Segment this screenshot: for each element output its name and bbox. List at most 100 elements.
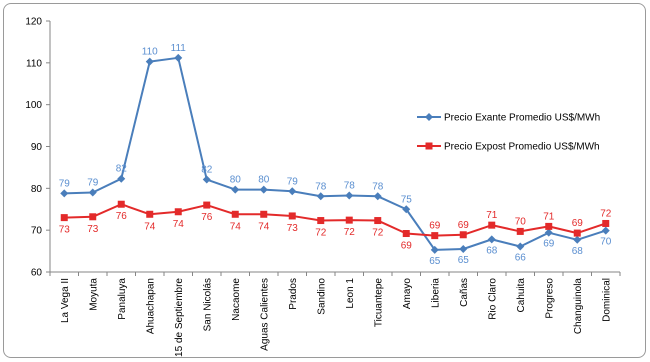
x-tick-label: Prados: [288, 278, 299, 310]
expost-data-point: [89, 213, 97, 221]
expost-data-label: 69: [572, 218, 584, 229]
expost-data-label: 74: [258, 221, 270, 232]
expost-data-label: 69: [458, 220, 470, 231]
expost-data-point: [516, 227, 524, 235]
y-tick-label: 80: [31, 184, 43, 195]
x-tick-label: Progreso: [544, 278, 555, 319]
exante-data-point: [430, 245, 439, 254]
expost-data-point: [317, 217, 325, 225]
expost-data-label: 72: [344, 227, 356, 238]
exante-data-label: 78: [315, 181, 327, 192]
expost-data-point: [60, 214, 68, 222]
expost-data-point: [146, 210, 154, 218]
expost-data-point: [260, 210, 268, 218]
legend-exante: Precio Exante Promedio US$/MWh: [417, 113, 600, 124]
x-tick-label: Nacaome: [231, 278, 242, 321]
exante-data-point: [487, 235, 496, 244]
expost-data-label: 74: [144, 221, 156, 232]
exante-data-label: 66: [515, 252, 527, 263]
expost-data-point: [203, 201, 211, 209]
expost-data-point: [117, 200, 125, 208]
expost-data-point: [231, 210, 239, 218]
legend-label: Precio Exante Promedio US$/MWh: [444, 113, 600, 124]
expost-data-label: 72: [372, 228, 384, 239]
expost-data-point: [174, 208, 182, 216]
x-tick-label: Leon 1: [345, 278, 356, 309]
exante-data-label: 70: [600, 237, 612, 248]
exante-data-point: [402, 205, 411, 214]
expost-data-point: [345, 216, 353, 224]
exante-data-point: [316, 192, 325, 201]
exante-data-point: [288, 187, 297, 196]
legend: Precio Exante Promedio US$/MWh Precio Exp…: [417, 113, 600, 153]
exante-data-label: 75: [401, 194, 413, 205]
x-tick-label: Changuinola: [573, 278, 584, 335]
exante-data-label: 82: [116, 164, 128, 175]
expost-data-point: [602, 219, 610, 227]
exante-data-label: 68: [486, 245, 498, 256]
data-labels-layer: 79 73 79 73 82 76 110 74 111 74 82 76 80 74 80 74 79 73 78…: [59, 43, 612, 267]
x-tick-label: Cahuita: [516, 278, 527, 313]
exante-data-label: 79: [87, 178, 99, 189]
expost-data-point: [545, 222, 553, 230]
y-tick-label: 60: [31, 268, 43, 279]
expost-data-point: [288, 212, 296, 220]
expost-data-label: 73: [87, 224, 99, 235]
legend-marker: [425, 113, 433, 121]
exante-data-point: [174, 53, 183, 62]
x-tick-label: Sandino: [316, 278, 327, 315]
exante-data-point: [345, 191, 354, 200]
x-tick-label: Panaluya: [117, 278, 128, 320]
expost-data-label: 71: [543, 211, 555, 222]
x-tick-label: San Nicolás: [202, 278, 213, 331]
expost-data-label: 74: [173, 219, 185, 230]
expost-data-label: 74: [230, 221, 242, 232]
exante-data-label: 79: [59, 178, 71, 189]
expost-data-point: [431, 232, 439, 240]
y-tick-label: 90: [31, 142, 43, 153]
exante-data-label: 80: [230, 175, 242, 186]
x-tick-label: Amayo: [402, 278, 413, 310]
series-layer: [60, 53, 610, 254]
exante-data-label: 80: [258, 175, 270, 186]
exante-data-point: [601, 226, 610, 235]
expost-data-point: [374, 217, 382, 225]
x-tick-label: Moyuta: [88, 278, 99, 311]
exante-data-point: [459, 244, 468, 253]
x-tick-label: Ticuantepe: [373, 278, 384, 328]
expost-data-point: [573, 229, 581, 237]
exante-data-label: 110: [142, 47, 158, 58]
exante-data-label: 65: [429, 256, 441, 267]
legend-expost: Precio Expost Promedio US$/MWh: [417, 142, 600, 153]
exante-data-point: [202, 175, 211, 184]
exante-data-label: 65: [458, 255, 470, 266]
x-tick-label: Dominical: [601, 278, 612, 322]
x-tick-label: Aguas Calientes: [259, 278, 270, 351]
exante-data-point: [60, 189, 69, 198]
exante-data-label: 82: [201, 165, 213, 176]
exante-data-point: [544, 228, 553, 237]
exante-data-point: [88, 188, 97, 197]
expost-series-line: [64, 203, 607, 237]
y-tick-label: 70: [31, 226, 43, 237]
exante-data-point: [573, 235, 582, 244]
expost-data-label: 73: [59, 225, 71, 236]
exante-data-point: [259, 185, 268, 194]
x-tick-label: Ahuachapan: [145, 278, 156, 334]
expost-data-label: 70: [515, 216, 527, 227]
exante-series-line: [64, 56, 607, 251]
x-tick-label: 15 de Septiembre: [174, 278, 185, 357]
expost-data-label: 73: [287, 223, 299, 234]
exante-data-label: 79: [287, 176, 299, 187]
x-tick-label: La Vega II: [60, 278, 71, 323]
expost-data-label: 69: [401, 241, 413, 252]
expost-data-label: 71: [486, 210, 498, 221]
exante-data-point: [516, 242, 525, 251]
expost-data-point: [402, 230, 410, 238]
axes: 60 70 80 90 100 110 120 La Vega II Moyuta Panaluy…: [25, 17, 621, 357]
exante-data-label: 78: [372, 181, 384, 192]
exante-data-label: 68: [572, 246, 584, 257]
exante-data-point: [231, 185, 240, 194]
y-tick-label: 110: [26, 58, 42, 69]
